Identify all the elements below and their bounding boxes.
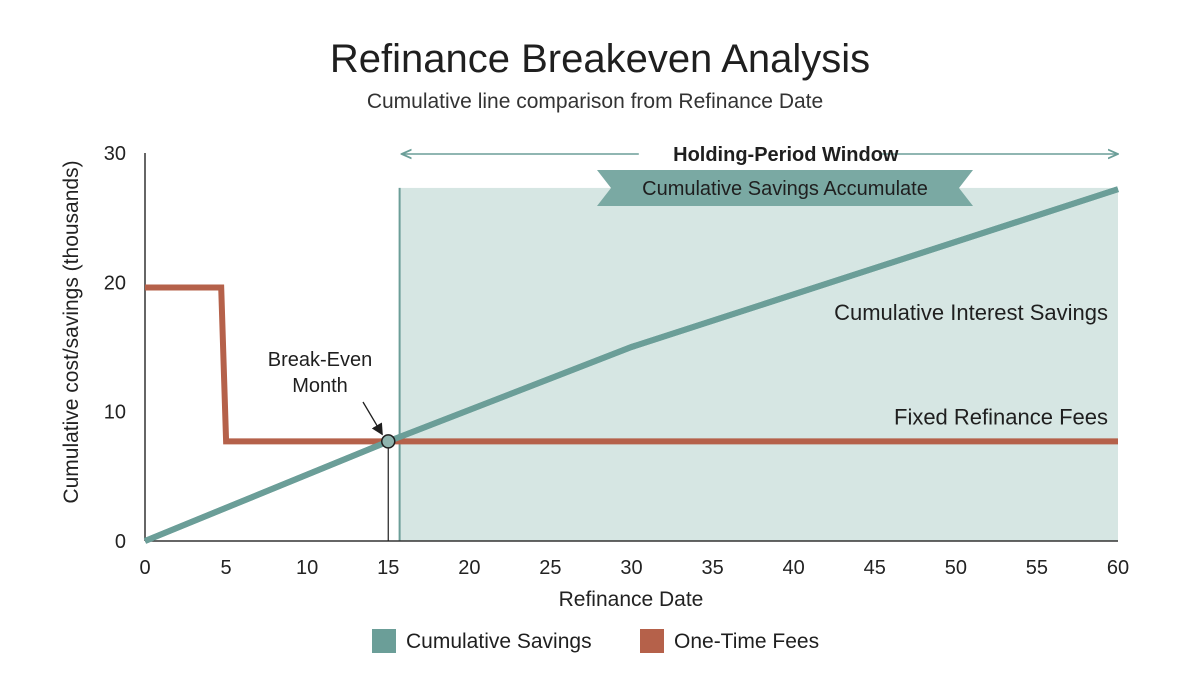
y-tick-label: 10 [104,402,126,424]
series-line-one-time-fees [145,284,1118,445]
savings-line-annotation: Cumulative Interest Savings [834,300,1108,325]
x-tick-label: 45 [864,557,886,579]
x-tick-label: 30 [620,557,642,579]
legend-label: One-Time Fees [674,630,819,653]
y-tick-label: 30 [104,143,126,165]
x-tick-label: 40 [783,557,805,579]
breakeven-label-line2: Month [292,375,348,397]
chart-subtitle: Cumulative line comparison from Refinanc… [367,90,823,113]
breakeven-pointer-arrow [362,401,383,436]
y-tick-label: 20 [104,272,126,294]
y-tick-label: 0 [115,531,126,553]
holding-period-region [399,187,1118,542]
x-tick-label: 10 [296,557,318,579]
chart-title: Refinance Breakeven Analysis [330,37,870,81]
x-tick-label: 50 [945,557,967,579]
x-tick-label: 25 [539,557,561,579]
x-axis-title: Refinance Date [559,588,704,611]
legend-swatch-one-time-fees [640,629,664,653]
x-tick-label: 55 [1026,557,1048,579]
x-tick-label: 0 [139,557,150,579]
series-line-cumulative-savings-top [143,186,1119,544]
legend-label: Cumulative Savings [406,630,592,653]
ribbon-label: Cumulative Savings Accumulate [642,178,928,200]
x-tick-label: 20 [458,557,480,579]
x-tick-label: 15 [377,557,399,579]
breakeven-point [381,434,396,449]
holding-window-label: Holding-Period Window [673,144,899,166]
x-tick-label: 5 [221,557,232,579]
savings-ribbon-banner [597,170,973,206]
breakeven-label-line1: Break-Even [268,349,373,371]
x-tick-label: 60 [1107,557,1129,579]
plot-area: Holding-Period Window Cumulative Savings … [104,143,1129,653]
legend-swatch-cumulative-savings [372,629,396,653]
fees-line-annotation: Fixed Refinance Fees [894,405,1108,430]
x-tick-label: 35 [701,557,723,579]
y-axis-title: Cumulative cost/savings (thousands) [60,160,83,503]
